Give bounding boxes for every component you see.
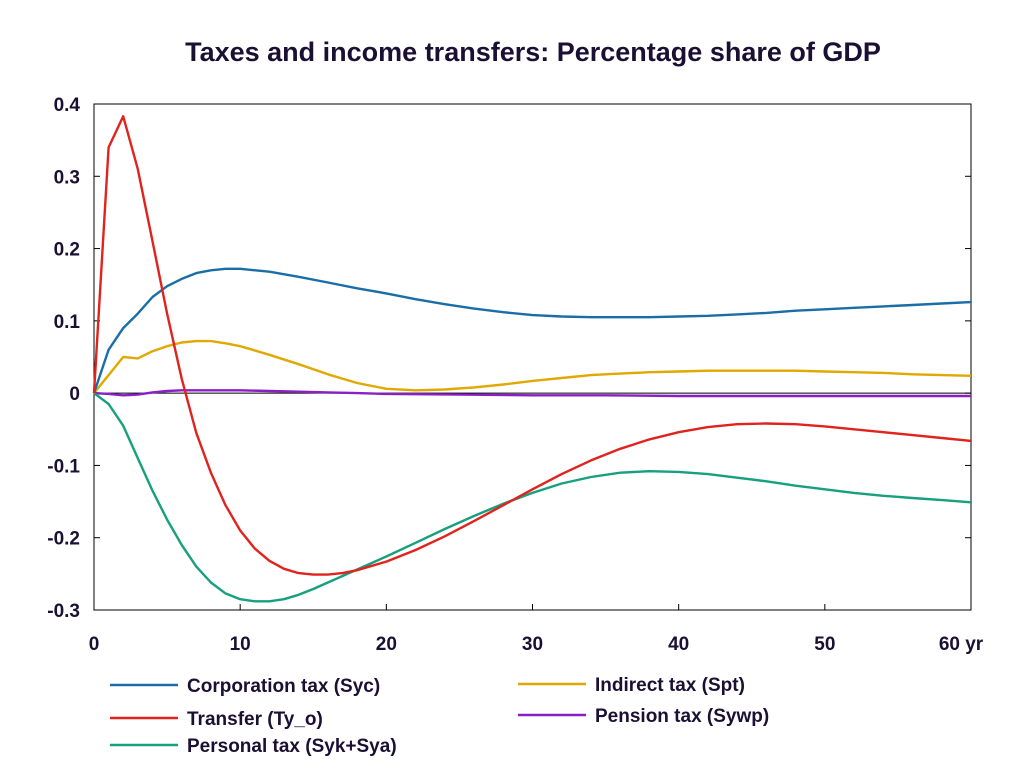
plot-frame (93, 103, 972, 611)
x-tick-label: 50 (814, 634, 835, 655)
x-tick-label: 40 (668, 634, 689, 655)
legend: Corporation tax (Syc) Transfer (Ty_o) Pers… (110, 675, 769, 757)
x-tick-label: 0 (89, 634, 100, 655)
y-tick-label: 0.1 (54, 312, 81, 333)
y-tick-label: -0.1 (47, 456, 80, 477)
series-line-0 (92, 267, 972, 394)
y-tick-label: 0 (69, 384, 80, 405)
legend-label: Indirect tax (Spt) (595, 675, 745, 696)
series-line-4 (93, 389, 971, 398)
chart-title: Taxes and income transfers: Percentage s… (185, 37, 881, 67)
series-line-1 (92, 115, 972, 576)
legend-label: Personal tax (Syk+Sya) (187, 736, 397, 757)
y-tick-label: 0.4 (54, 95, 81, 116)
x-tick-label: 60 yr (939, 634, 984, 655)
y-tick-label: -0.2 (47, 529, 80, 550)
legend-label: Transfer (Ty_o) (187, 709, 323, 730)
x-tick-label: 20 (376, 634, 397, 655)
x-tick-label: 30 (522, 634, 543, 655)
y-tick-label: 0.2 (54, 240, 80, 261)
legend-label: Corporation tax (Syc) (187, 676, 380, 697)
plot-area: 0.4 0.3 0.2 0.1 0 -0.1 -0.2 -0.3 0 10 20 30 40 50 60 y… (47, 95, 984, 655)
x-tick-label: 10 (230, 634, 251, 655)
series-line-2 (93, 392, 972, 603)
y-tick-label: -0.3 (47, 601, 80, 622)
series-line-3 (93, 339, 972, 394)
y-tick-label: 0.3 (54, 167, 80, 188)
legend-label: Pension tax (Sywp) (595, 706, 769, 727)
